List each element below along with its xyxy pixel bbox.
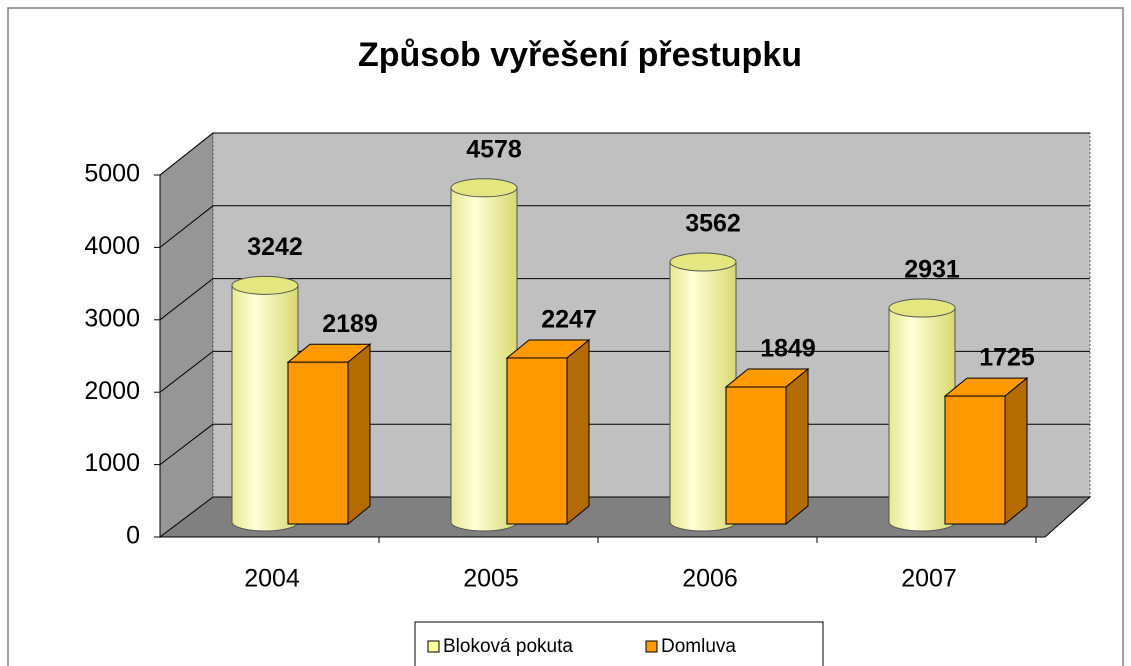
data-label: 1725 [979, 344, 1035, 372]
legend-label: Bloková pokuta [443, 636, 573, 657]
legend-items: Bloková pokuta Domluva [427, 636, 736, 657]
grid-line-side [159, 423, 214, 465]
grid-line-side [159, 205, 214, 248]
box-side [785, 367, 809, 526]
y-tick-label: 3000 [84, 304, 140, 332]
y-tick-label: 2000 [84, 377, 140, 405]
legend-swatch [427, 640, 440, 653]
data-label: 2189 [322, 310, 378, 338]
box-side [347, 343, 371, 526]
x-tick-label: 2005 [463, 565, 519, 593]
grid-line-side [159, 278, 214, 321]
y-tick-label: 4000 [84, 232, 140, 260]
bars [231, 178, 1029, 532]
box [725, 386, 787, 525]
data-label: 3562 [685, 210, 741, 238]
box [506, 357, 568, 525]
legend [414, 621, 824, 666]
legend-label: Domluva [661, 636, 736, 657]
legend-swatch [645, 640, 658, 653]
cylinder-top [231, 275, 299, 295]
data-label: 3242 [247, 233, 303, 261]
x-tick-label: 2007 [901, 565, 957, 593]
box-side [566, 338, 590, 526]
cylinder-top [888, 298, 956, 318]
grid-line-side [159, 132, 214, 176]
data-label: 4578 [466, 135, 522, 163]
y-tick-label: 1000 [84, 449, 140, 477]
chart-title: Způsob vyřešení přestupku [358, 36, 802, 74]
y-tick-label: 0 [126, 522, 140, 550]
data-label: 2931 [904, 256, 960, 284]
y-tick-label: 5000 [84, 160, 140, 188]
cylinder-top [669, 252, 737, 272]
x-tick-label: 2006 [682, 565, 738, 593]
box [287, 361, 349, 525]
data-label: 2247 [541, 306, 597, 334]
box [944, 395, 1006, 525]
x-tick-label: 2004 [244, 565, 300, 593]
data-label: 1849 [760, 335, 816, 363]
grid-line-side [159, 351, 214, 393]
cylinder-top [450, 178, 518, 198]
side-wall [159, 131, 214, 539]
box-side [1004, 377, 1028, 526]
